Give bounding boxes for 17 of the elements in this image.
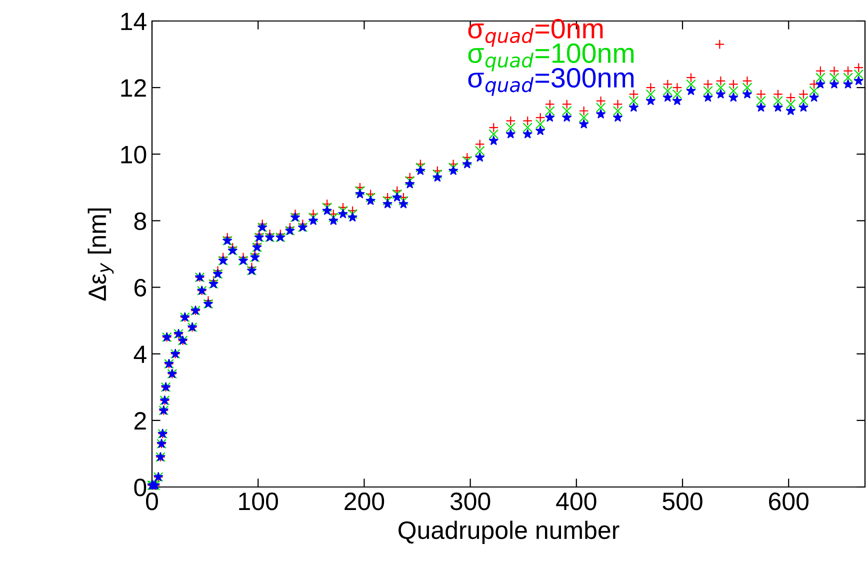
y-axis-title: Δε$_{y}$ [nm] (88, 208, 114, 301)
y-tick-label: 14 (121, 12, 146, 30)
y-tick-label: 12 (121, 79, 146, 97)
y-tick-label: 8 (134, 212, 146, 230)
x-tick-label: 400 (556, 492, 596, 510)
y-tick-label: 10 (121, 146, 146, 164)
y-tick-label: 0 (134, 478, 146, 496)
x-axis-title: Quadrupole number (398, 520, 620, 544)
x-tick-label: 200 (344, 492, 384, 510)
x-tick-label: 300 (450, 492, 490, 510)
x-tick-label: 500 (662, 492, 702, 510)
x-tick-label: 600 (769, 492, 808, 510)
y-tick-label: 6 (134, 278, 146, 297)
y-tick-label: 4 (134, 346, 146, 363)
y-tick-label: 2 (134, 412, 146, 430)
x-tick-label: 100 (239, 492, 278, 510)
x-tick-label: 0 (146, 492, 158, 510)
